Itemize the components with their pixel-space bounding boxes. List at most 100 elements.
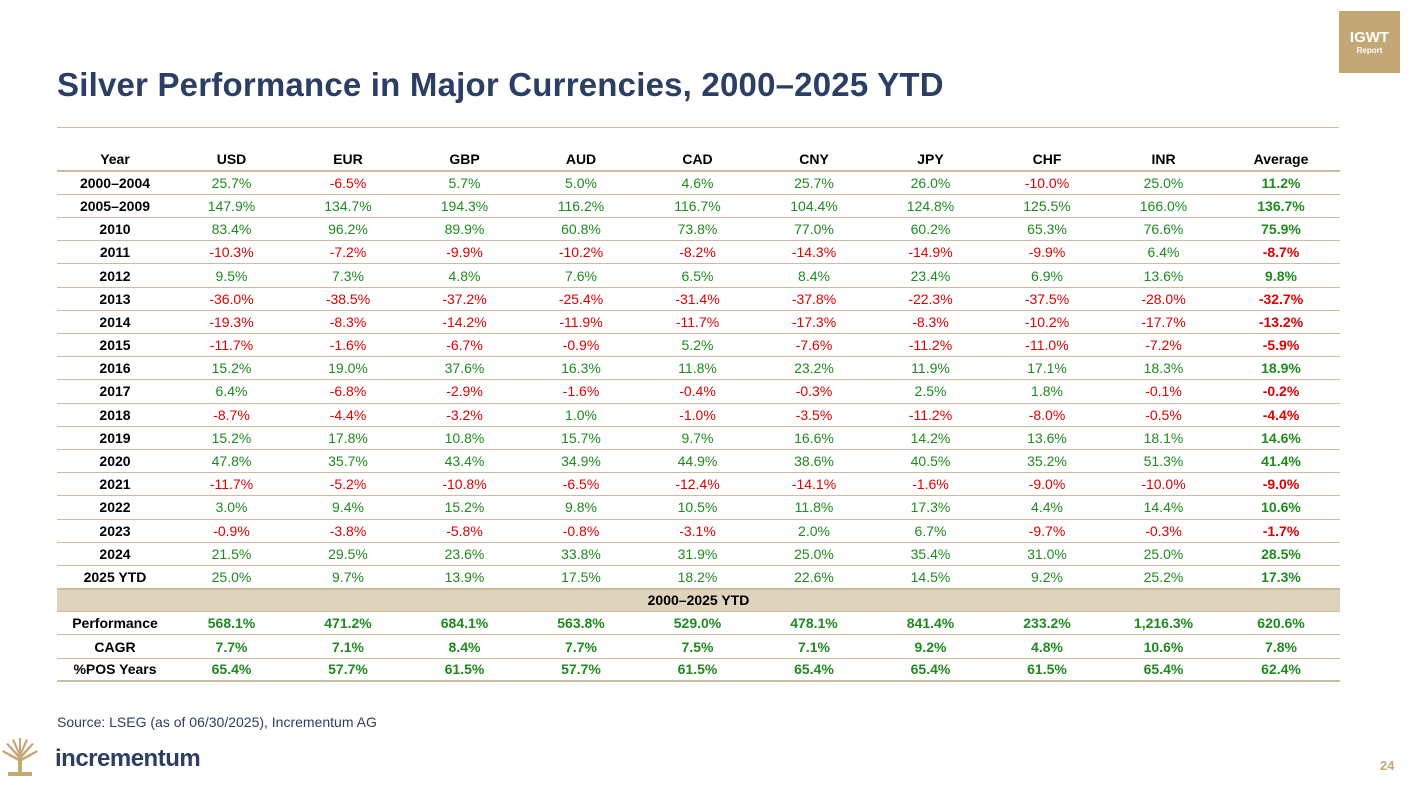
value-cell: 35.7% — [290, 449, 406, 474]
value-cell: -10.3% — [173, 240, 290, 265]
summary-value-cell: 8.4% — [406, 634, 523, 659]
row-year-label: 2024 — [57, 542, 173, 566]
value-cell: 15.2% — [173, 426, 290, 450]
summary-value-cell: 233.2% — [989, 611, 1105, 636]
value-cell: 25.0% — [1105, 542, 1222, 566]
value-cell: -22.3% — [872, 287, 989, 311]
value-cell: 9.7% — [290, 565, 406, 590]
value-cell: 9.2% — [989, 565, 1105, 590]
value-cell: 89.9% — [406, 217, 523, 242]
value-cell: -8.2% — [639, 240, 756, 265]
value-cell: -9.9% — [989, 240, 1105, 265]
igwt-report-badge: IGWT Report — [1339, 11, 1400, 73]
value-cell: 18.3% — [1105, 356, 1222, 381]
value-cell: 60.8% — [523, 217, 639, 242]
value-cell: -17.7% — [1105, 310, 1222, 335]
value-cell: 38.6% — [756, 449, 872, 474]
value-cell: 3.0% — [173, 495, 290, 520]
value-cell: 2.5% — [872, 379, 989, 404]
table-row: 2012 9.5% 7.3% 4.8% 7.6% 6.5% 8.4% 23.4% 6.9% 13.… — [57, 263, 1340, 288]
value-cell: 37.6% — [406, 356, 523, 381]
value-cell: -14.3% — [756, 240, 872, 265]
value-cell: 147.9% — [173, 194, 290, 219]
value-cell: 25.2% — [1105, 565, 1222, 590]
value-cell: -31.4% — [639, 287, 756, 311]
value-cell: 13.9% — [406, 565, 523, 590]
value-cell: -1.0% — [639, 403, 756, 427]
value-cell: 65.3% — [989, 217, 1105, 242]
value-cell: 2.0% — [756, 519, 872, 543]
value-cell: 43.4% — [406, 449, 523, 474]
value-cell: 6.9% — [989, 263, 1105, 288]
table-row: 2000–2004 25.7% -6.5% 5.7% 5.0% 4.6% 25.7% 26.0… — [57, 171, 1340, 195]
summary-value-cell: 61.5% — [406, 658, 523, 683]
value-cell: -11.7% — [173, 333, 290, 358]
row-year-label: 2005–2009 — [57, 194, 173, 219]
value-cell: 35.2% — [989, 449, 1105, 474]
value-cell: -0.3% — [1105, 519, 1222, 543]
value-cell: -10.0% — [989, 171, 1105, 195]
table-row: 2025 YTD 25.0% 9.7% 13.9% 17.5% 18.2% 22.6% 14.… — [57, 565, 1340, 590]
value-cell: 76.6% — [1105, 217, 1222, 242]
value-cell: 134.7% — [290, 194, 406, 219]
value-cell: -6.5% — [523, 472, 639, 497]
value-cell: 11.9% — [872, 356, 989, 381]
row-year-label: 2011 — [57, 240, 173, 265]
value-cell: -8.0% — [989, 403, 1105, 427]
table-row: 2022 3.0% 9.4% 15.2% 9.8% 10.5% 11.8% 17.3% 4.4%… — [57, 495, 1340, 520]
value-cell: -11.2% — [872, 333, 989, 358]
value-cell: -11.0% — [989, 333, 1105, 358]
column-header-jpy: JPY — [872, 148, 989, 173]
value-cell: 5.7% — [406, 171, 523, 195]
value-cell: -11.7% — [639, 310, 756, 335]
average-cell: -4.4% — [1222, 403, 1340, 427]
summary-value-cell: 7.5% — [639, 634, 756, 659]
value-cell: 11.8% — [756, 495, 872, 520]
value-cell: 23.4% — [872, 263, 989, 288]
column-header-average: Average — [1222, 148, 1340, 173]
incrementum-tree-icon — [2, 738, 38, 776]
summary-value-cell: 620.6% — [1222, 611, 1340, 636]
table-row: 2021 -11.7% -5.2% -10.8% -6.5% -12.4% -14.1% -1… — [57, 472, 1340, 497]
value-cell: 25.0% — [1105, 171, 1222, 195]
column-header-chf: CHF — [989, 148, 1105, 173]
value-cell: -14.1% — [756, 472, 872, 497]
average-cell: 75.9% — [1222, 217, 1340, 242]
value-cell: -10.2% — [989, 310, 1105, 335]
average-cell: -13.2% — [1222, 310, 1340, 335]
row-year-label: 2013 — [57, 287, 173, 311]
value-cell: 17.8% — [290, 426, 406, 450]
value-cell: 116.2% — [523, 194, 639, 219]
summary-value-cell: 7.1% — [756, 634, 872, 659]
summary-value-cell: 684.1% — [406, 611, 523, 636]
summary-value-cell: 65.4% — [173, 658, 290, 683]
value-cell: -5.2% — [290, 472, 406, 497]
value-cell: -1.6% — [290, 333, 406, 358]
value-cell: -9.0% — [989, 472, 1105, 497]
row-year-label: 2020 — [57, 449, 173, 474]
value-cell: 18.2% — [639, 565, 756, 590]
page-number: 24 — [1380, 758, 1395, 773]
value-cell: 125.5% — [989, 194, 1105, 219]
badge-line1: IGWT — [1349, 29, 1390, 46]
value-cell: -0.8% — [523, 519, 639, 543]
table-header-row: Year USD EUR GBP AUD CAD CNY JPY CHF INR Average — [57, 148, 1340, 173]
row-year-label: 2022 — [57, 495, 173, 520]
summary-value-cell: 65.4% — [1105, 658, 1222, 683]
value-cell: -10.0% — [1105, 472, 1222, 497]
value-cell: -0.9% — [523, 333, 639, 358]
value-cell: 7.6% — [523, 263, 639, 288]
column-header-year: Year — [57, 148, 173, 173]
table-row: 2023 -0.9% -3.8% -5.8% -0.8% -3.1% 2.0% 6.7% -9.… — [57, 519, 1340, 543]
value-cell: 5.2% — [639, 333, 756, 358]
summary-value-cell: 57.7% — [523, 658, 639, 683]
row-year-label: 2012 — [57, 263, 173, 288]
row-year-label: 2017 — [57, 379, 173, 404]
value-cell: 4.8% — [406, 263, 523, 288]
summary-row: %POS Years 65.4% 57.7% 61.5% 57.7% 61.5% 65.4%… — [57, 658, 1340, 683]
average-cell: -0.2% — [1222, 379, 1340, 404]
value-cell: 31.0% — [989, 542, 1105, 566]
table-year-rows: 2000–2004 25.7% -6.5% 5.7% 5.0% 4.6% 25.7% 26.0… — [57, 171, 1340, 590]
value-cell: 29.5% — [290, 542, 406, 566]
value-cell: -3.5% — [756, 403, 872, 427]
